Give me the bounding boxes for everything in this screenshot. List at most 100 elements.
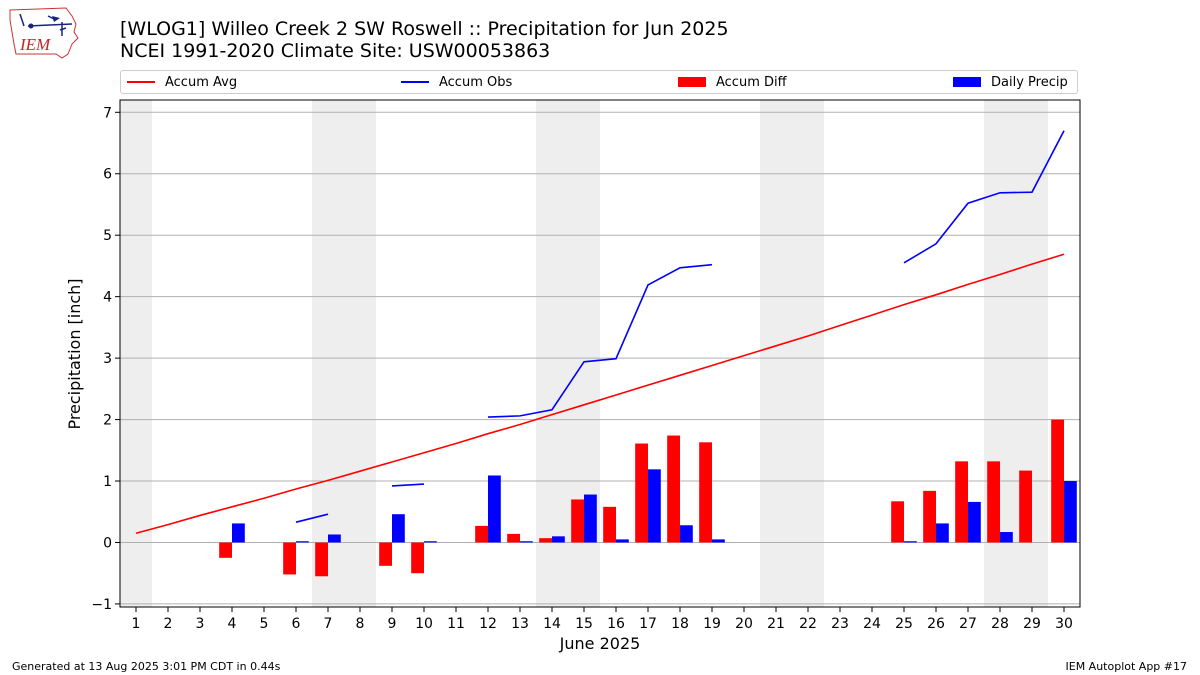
accum-diff-bar <box>315 542 328 577</box>
accum-diff-bar <box>475 525 488 543</box>
chart-legend: Accum Avg Accum Obs Accum Diff Daily Pre… <box>120 70 1078 94</box>
iowa-outline-icon <box>9 7 79 59</box>
x-tick-label: 1 <box>132 616 141 632</box>
legend-item-daily-precip: Daily Precip <box>953 71 1068 93</box>
y-tick-label: 0 <box>103 535 112 551</box>
y-tick-label: 7 <box>103 105 112 121</box>
daily-precip-bar <box>680 525 693 543</box>
legend-item-accum-obs: Accum Obs <box>401 71 512 93</box>
weekend-band <box>120 100 152 607</box>
legend-swatch <box>127 81 155 83</box>
x-tick-label: 3 <box>196 616 205 632</box>
daily-precip-bar <box>616 539 629 543</box>
daily-precip-bar <box>552 536 565 543</box>
x-tick-label: 19 <box>703 616 721 632</box>
accum-obs-line <box>903 130 1065 264</box>
x-tick-label: 5 <box>260 616 269 632</box>
accum-diff-bar <box>699 442 712 543</box>
generated-timestamp: Generated at 13 Aug 2025 3:01 PM CDT in … <box>12 660 281 673</box>
x-tick-label: 2 <box>164 616 173 632</box>
accum-diff-bar <box>635 443 648 543</box>
legend-item-accum-diff: Accum Diff <box>678 71 787 93</box>
accum-diff-bar <box>379 542 392 566</box>
x-tick-label: 14 <box>543 616 561 632</box>
legend-label: Accum Diff <box>716 74 787 90</box>
legend-item-accum-avg: Accum Avg <box>127 71 237 93</box>
x-tick-label: 26 <box>927 616 945 632</box>
x-tick-label: 15 <box>575 616 593 632</box>
y-axis: −1 0 1 2 3 4 5 6 7 <box>91 105 120 613</box>
accum-diff-bar <box>667 435 680 543</box>
logo-text: IEM <box>19 35 51 54</box>
x-tick-label: 22 <box>799 616 817 632</box>
accum-diff-bar <box>987 461 1000 543</box>
accum-diff-bar <box>283 542 296 575</box>
y-tick-label: 6 <box>103 167 112 183</box>
accum-diff-bar <box>1051 419 1064 543</box>
x-tick-label: 9 <box>388 616 397 632</box>
x-tick-label: 6 <box>292 616 301 632</box>
x-tick-label: 11 <box>447 616 465 632</box>
accum-diff-bar <box>219 542 232 558</box>
gridlines <box>120 111 1080 605</box>
weekend-band <box>760 100 824 607</box>
x-axis-label: June 2025 <box>559 634 641 653</box>
legend-swatch <box>953 77 981 87</box>
x-tick-label: 7 <box>324 616 333 632</box>
x-tick-label: 4 <box>228 616 237 632</box>
app-credit: IEM Autoplot App #17 <box>1065 660 1188 673</box>
daily-precip-bar <box>712 539 725 543</box>
accum-obs-line <box>295 513 329 523</box>
daily-precip-bar <box>232 523 245 543</box>
x-tick-label: 8 <box>356 616 365 632</box>
daily-precip-bar <box>328 534 341 543</box>
daily-precip-bar <box>584 494 597 543</box>
accum-diff-bar <box>571 499 584 543</box>
x-tick-label: 13 <box>511 616 529 632</box>
series-lines <box>135 130 1065 535</box>
x-tick-label: 12 <box>479 616 497 632</box>
daily-precip-bar <box>936 523 949 543</box>
accum-diff-bar <box>923 490 936 543</box>
x-tick-label: 29 <box>1023 616 1041 632</box>
x-tick-label: 10 <box>415 616 433 632</box>
accum-diff-bar <box>539 538 552 543</box>
daily-precip-bar <box>904 541 917 543</box>
y-tick-label: 4 <box>103 290 112 306</box>
x-tick-label: 17 <box>639 616 657 632</box>
x-tick-label: 24 <box>863 616 881 632</box>
accum-obs-line <box>487 263 713 418</box>
accum-diff-bar <box>1019 470 1032 543</box>
daily-precip-bar <box>968 501 981 543</box>
x-tick-label: 23 <box>831 616 849 632</box>
y-tick-label: 1 <box>103 474 112 490</box>
daily-precip-bar <box>1000 532 1013 543</box>
bars <box>219 419 1077 577</box>
daily-precip-bar <box>296 541 309 543</box>
x-tick-label: 16 <box>607 616 625 632</box>
y-axis-label: Precipitation [inch] <box>65 278 84 429</box>
y-tick-label: −1 <box>91 597 112 613</box>
legend-label: Accum Avg <box>165 74 238 90</box>
accum-diff-bar <box>955 461 968 543</box>
chart-subtitle: NCEI 1991-2020 Climate Site: USW00053863 <box>120 40 551 62</box>
legend-label: Daily Precip <box>991 74 1068 90</box>
accum-obs-line <box>391 483 425 487</box>
x-tick-label: 25 <box>895 616 913 632</box>
x-tick-label: 30 <box>1055 616 1073 632</box>
y-tick-label: 3 <box>103 351 112 367</box>
weekend-band <box>312 100 376 607</box>
legend-swatch <box>401 81 429 83</box>
legend-swatch <box>678 77 706 87</box>
y-tick-label: 5 <box>103 228 112 244</box>
weather-station-icon <box>19 13 73 36</box>
daily-precip-bar <box>424 541 437 543</box>
accum-diff-bar <box>603 506 616 543</box>
y-tick-label: 2 <box>103 413 112 429</box>
x-tick-label: 20 <box>735 616 753 632</box>
x-axis: 1 2 3 4 5 6 7 8 9 10 11 12 13 14 15 16 17 18 19 20 21 22 23 24 2… <box>132 607 1073 632</box>
legend-label: Accum Obs <box>439 74 513 90</box>
accum-diff-bar <box>411 542 424 574</box>
accum-diff-bar <box>507 533 520 543</box>
